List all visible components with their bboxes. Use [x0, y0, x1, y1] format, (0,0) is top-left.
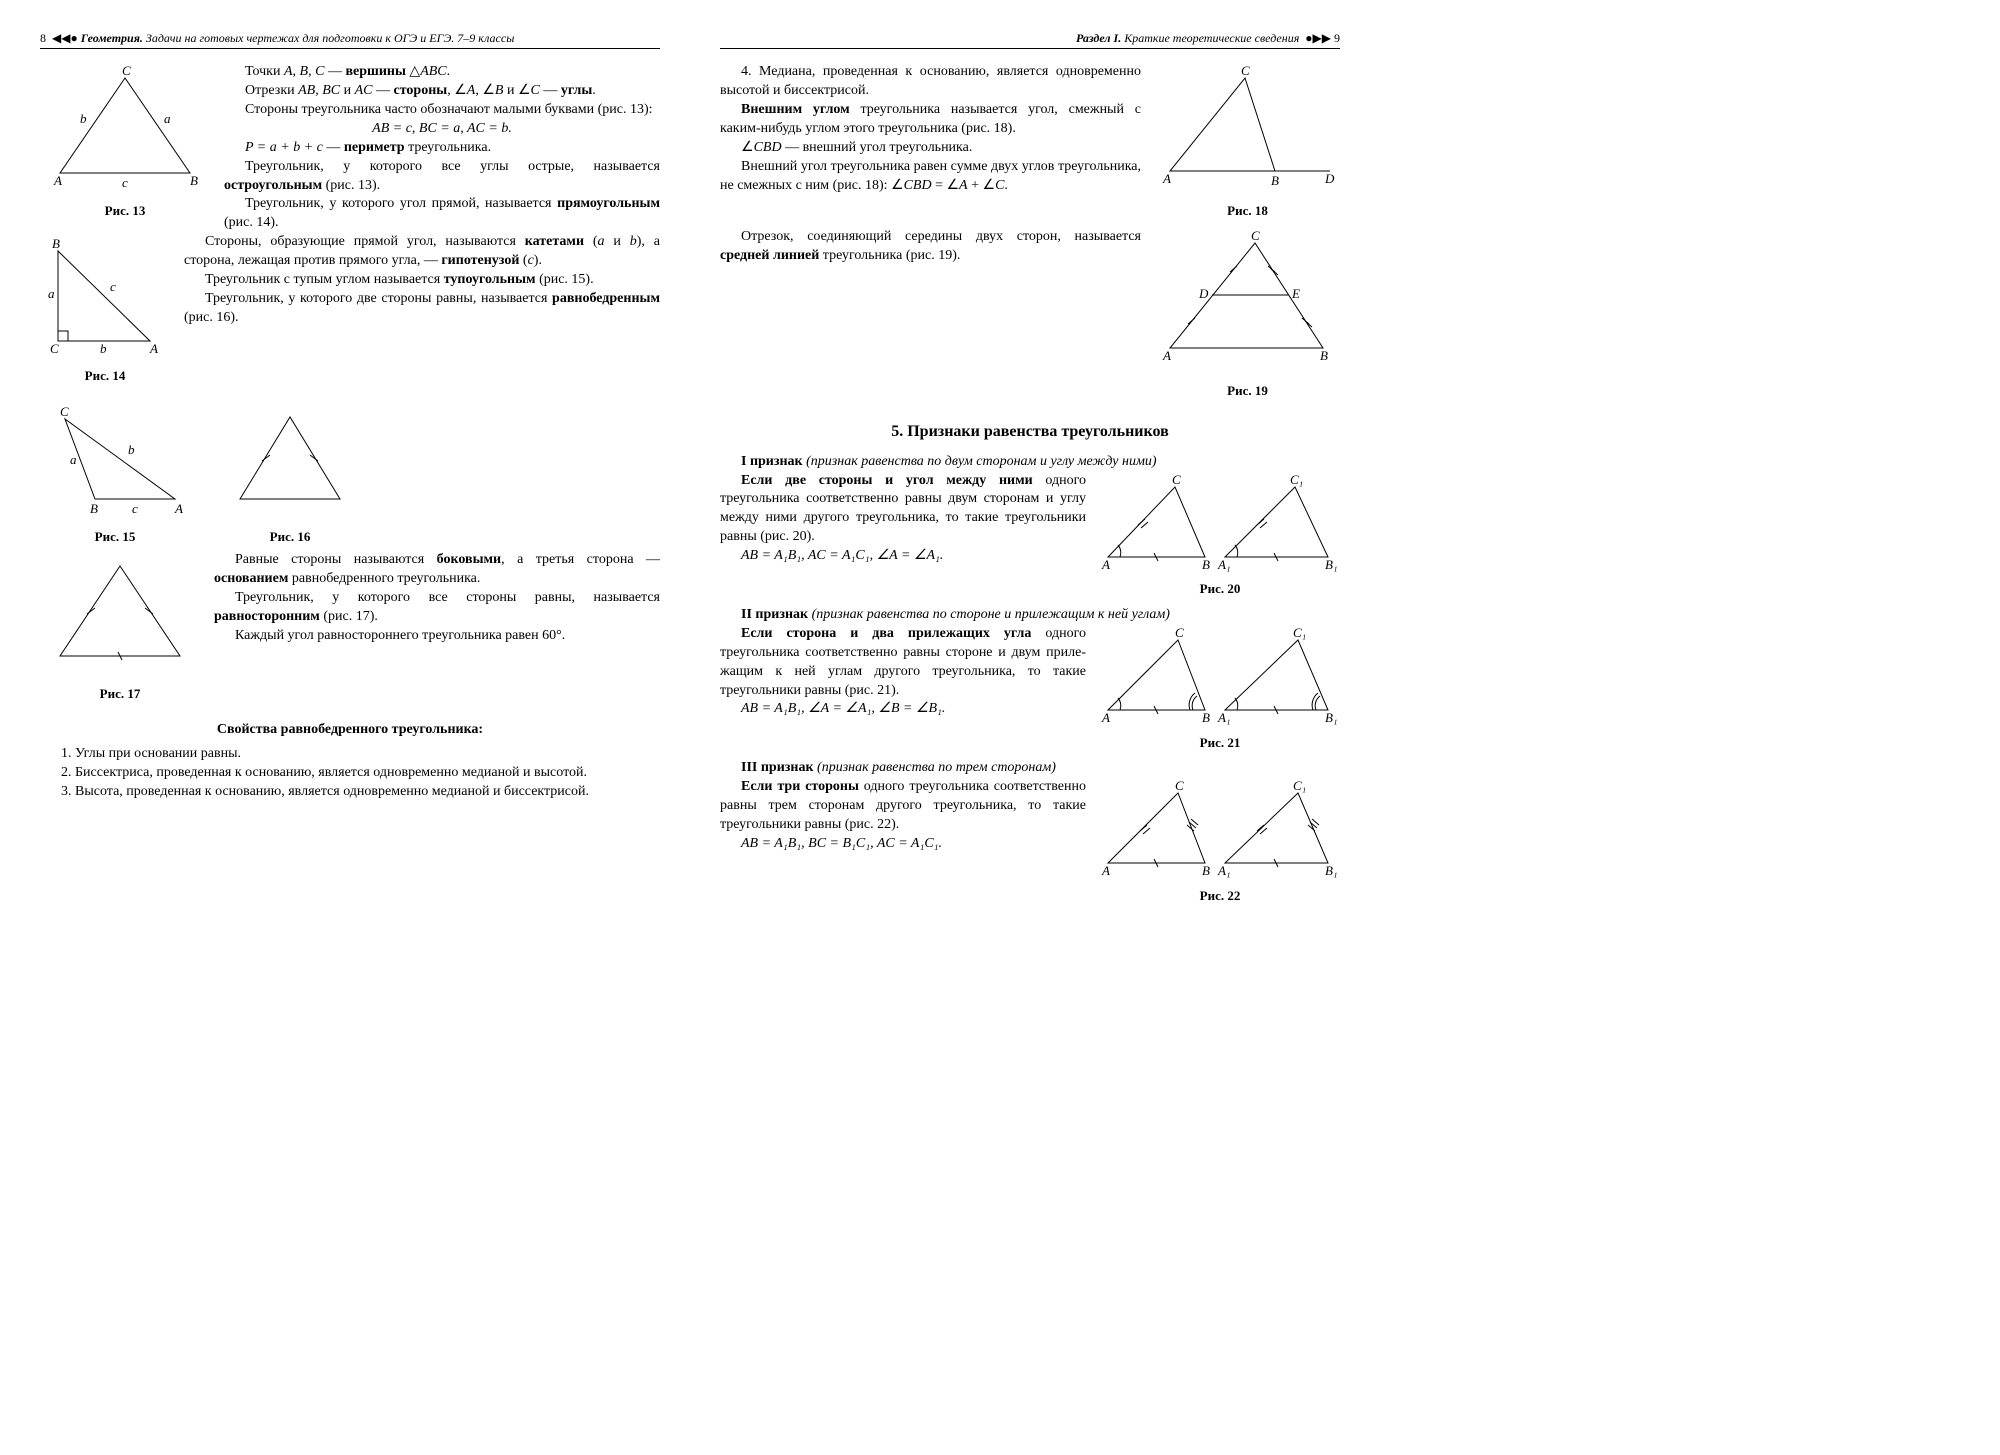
formula-sides: AB = c, BC = a, AC = b. — [372, 121, 512, 136]
figure-14: C A B a b c Рис. 14 — [40, 233, 170, 384]
triangle-19: A B C D E — [1155, 228, 1340, 373]
svg-text:c: c — [110, 279, 116, 294]
svg-text:C₁: C₁ — [1290, 472, 1303, 487]
triangle-18: A B D C — [1155, 63, 1340, 193]
c3-formula: AB = A₁B₁, BC = B₁C₁, AC = A₁C₁. — [741, 836, 942, 851]
figure-18-caption: Рис. 18 — [1155, 202, 1340, 220]
svg-text:A: A — [1101, 863, 1110, 878]
prop1: 1. Углы при основании равны. — [40, 745, 660, 764]
svg-text:C: C — [122, 63, 131, 78]
svg-text:A₁: A₁ — [1217, 557, 1230, 572]
figure-17-caption: Рис. 17 — [40, 685, 200, 703]
svg-text:B₁: B₁ — [1325, 710, 1337, 725]
header-right: Раздел I. Краткие теоретические сведения… — [720, 30, 1340, 49]
svg-text:B: B — [1202, 710, 1210, 725]
svg-text:B: B — [90, 501, 98, 516]
page-num-right: 9 — [1334, 31, 1340, 45]
svg-text:a: a — [48, 286, 55, 301]
figure-13-caption: Рис. 13 — [40, 202, 210, 220]
svg-text:A: A — [1101, 710, 1110, 725]
svg-text:b: b — [100, 341, 107, 356]
svg-text:D: D — [1198, 286, 1209, 301]
svg-text:C: C — [1175, 625, 1184, 640]
figure-14-caption: Рис. 14 — [40, 367, 170, 385]
svg-text:a: a — [70, 452, 77, 467]
svg-text:c: c — [132, 501, 138, 516]
figure-22-caption: Рис. 22 — [1100, 887, 1340, 905]
page-num-left: 8 — [40, 31, 46, 45]
svg-text:E: E — [1291, 286, 1300, 301]
figure-13: A B C c b a Рис. 13 — [40, 63, 210, 219]
svg-text:a: a — [164, 111, 171, 126]
figure-17: Рис. 17 — [40, 551, 200, 702]
triangles-21: A B C A₁ B₁ C₁ — [1100, 625, 1340, 725]
svg-text:A: A — [1162, 171, 1171, 186]
props-title: Свойства равнобедренного треугольника: — [40, 721, 660, 740]
criterion-2: II признак (признак равенства по стороне… — [720, 606, 1340, 625]
figures-15-16: C B A a b c Рис. 15 Рис. 16 — [40, 399, 660, 545]
svg-text:A: A — [1162, 348, 1171, 363]
page-left: 8 ◀◀● Геометрия. Задачи на готовых черте… — [40, 30, 660, 913]
figure-21: A B C A₁ B₁ C₁ Рис. 21 — [1100, 625, 1340, 751]
svg-text:A: A — [149, 341, 158, 356]
svg-text:C: C — [1251, 228, 1260, 243]
figure-15-caption: Рис. 15 — [40, 528, 190, 546]
triangle-13: A B C c b a — [40, 63, 210, 193]
svg-text:B₁: B₁ — [1325, 863, 1337, 878]
svg-text:B: B — [1320, 348, 1328, 363]
svg-text:B₁: B₁ — [1325, 557, 1337, 572]
svg-text:b: b — [80, 111, 87, 126]
prop3: 3. Высота, проведенная к основанию, явля… — [40, 783, 660, 802]
svg-text:C: C — [1241, 63, 1250, 78]
criterion-1: I признак (признак равенства по двум сто… — [720, 453, 1340, 472]
triangles-22: A B C A₁ B₁ C₁ — [1100, 778, 1340, 878]
triangle-15: C B A a b c — [40, 399, 190, 519]
figure-20: A B C A₁ B₁ C₁ Рис. 20 — [1100, 472, 1340, 598]
criterion-3: III признак (признак равенства по трем с… — [720, 759, 1340, 778]
c1-formula: AB = A₁B₁, AC = A₁C₁, ∠A = ∠A₁. — [741, 548, 943, 563]
svg-text:D: D — [1324, 171, 1335, 186]
svg-text:C₁: C₁ — [1293, 625, 1306, 640]
header-left: 8 ◀◀● Геометрия. Задачи на готовых черте… — [40, 30, 660, 49]
svg-text:C₁: C₁ — [1293, 778, 1306, 793]
svg-text:A₁: A₁ — [1217, 710, 1230, 725]
prop2: 2. Биссектриса, проведенная к основанию,… — [40, 764, 660, 783]
svg-text:A: A — [53, 173, 62, 188]
triangle-16 — [220, 399, 360, 519]
svg-text:A: A — [1101, 557, 1110, 572]
svg-text:B: B — [1202, 557, 1210, 572]
figure-16-caption: Рис. 16 — [220, 528, 360, 546]
page-right: Раздел I. Краткие теоретические сведения… — [720, 30, 1340, 913]
triangle-17 — [40, 551, 200, 676]
triangles-20: A B C A₁ B₁ C₁ — [1100, 472, 1340, 572]
svg-text:B: B — [190, 173, 198, 188]
figure-20-caption: Рис. 20 — [1100, 580, 1340, 598]
svg-text:C: C — [1172, 472, 1181, 487]
svg-text:B: B — [1202, 863, 1210, 878]
figure-21-caption: Рис. 21 — [1100, 734, 1340, 752]
svg-text:C: C — [50, 341, 59, 356]
svg-text:B: B — [52, 236, 60, 251]
svg-text:b: b — [128, 442, 135, 457]
svg-text:B: B — [1271, 173, 1279, 188]
svg-text:c: c — [122, 175, 128, 190]
svg-text:C: C — [1175, 778, 1184, 793]
figure-19: A B C D E Рис. 19 — [1155, 228, 1340, 399]
triangle-14: C A B a b c — [40, 233, 170, 358]
svg-text:A: A — [174, 501, 183, 516]
svg-text:C: C — [60, 404, 69, 419]
figure-18: A B D C Рис. 18 — [1155, 63, 1340, 219]
c2-formula: AB = A₁B₁, ∠A = ∠A₁, ∠B = ∠B₁. — [741, 701, 945, 716]
section-5-title: 5. Признаки равенства треугольников — [720, 421, 1340, 443]
figure-19-caption: Рис. 19 — [1155, 382, 1340, 400]
figure-22: A B C A₁ B₁ C₁ Рис. 22 — [1100, 778, 1340, 904]
svg-text:A₁: A₁ — [1217, 863, 1230, 878]
